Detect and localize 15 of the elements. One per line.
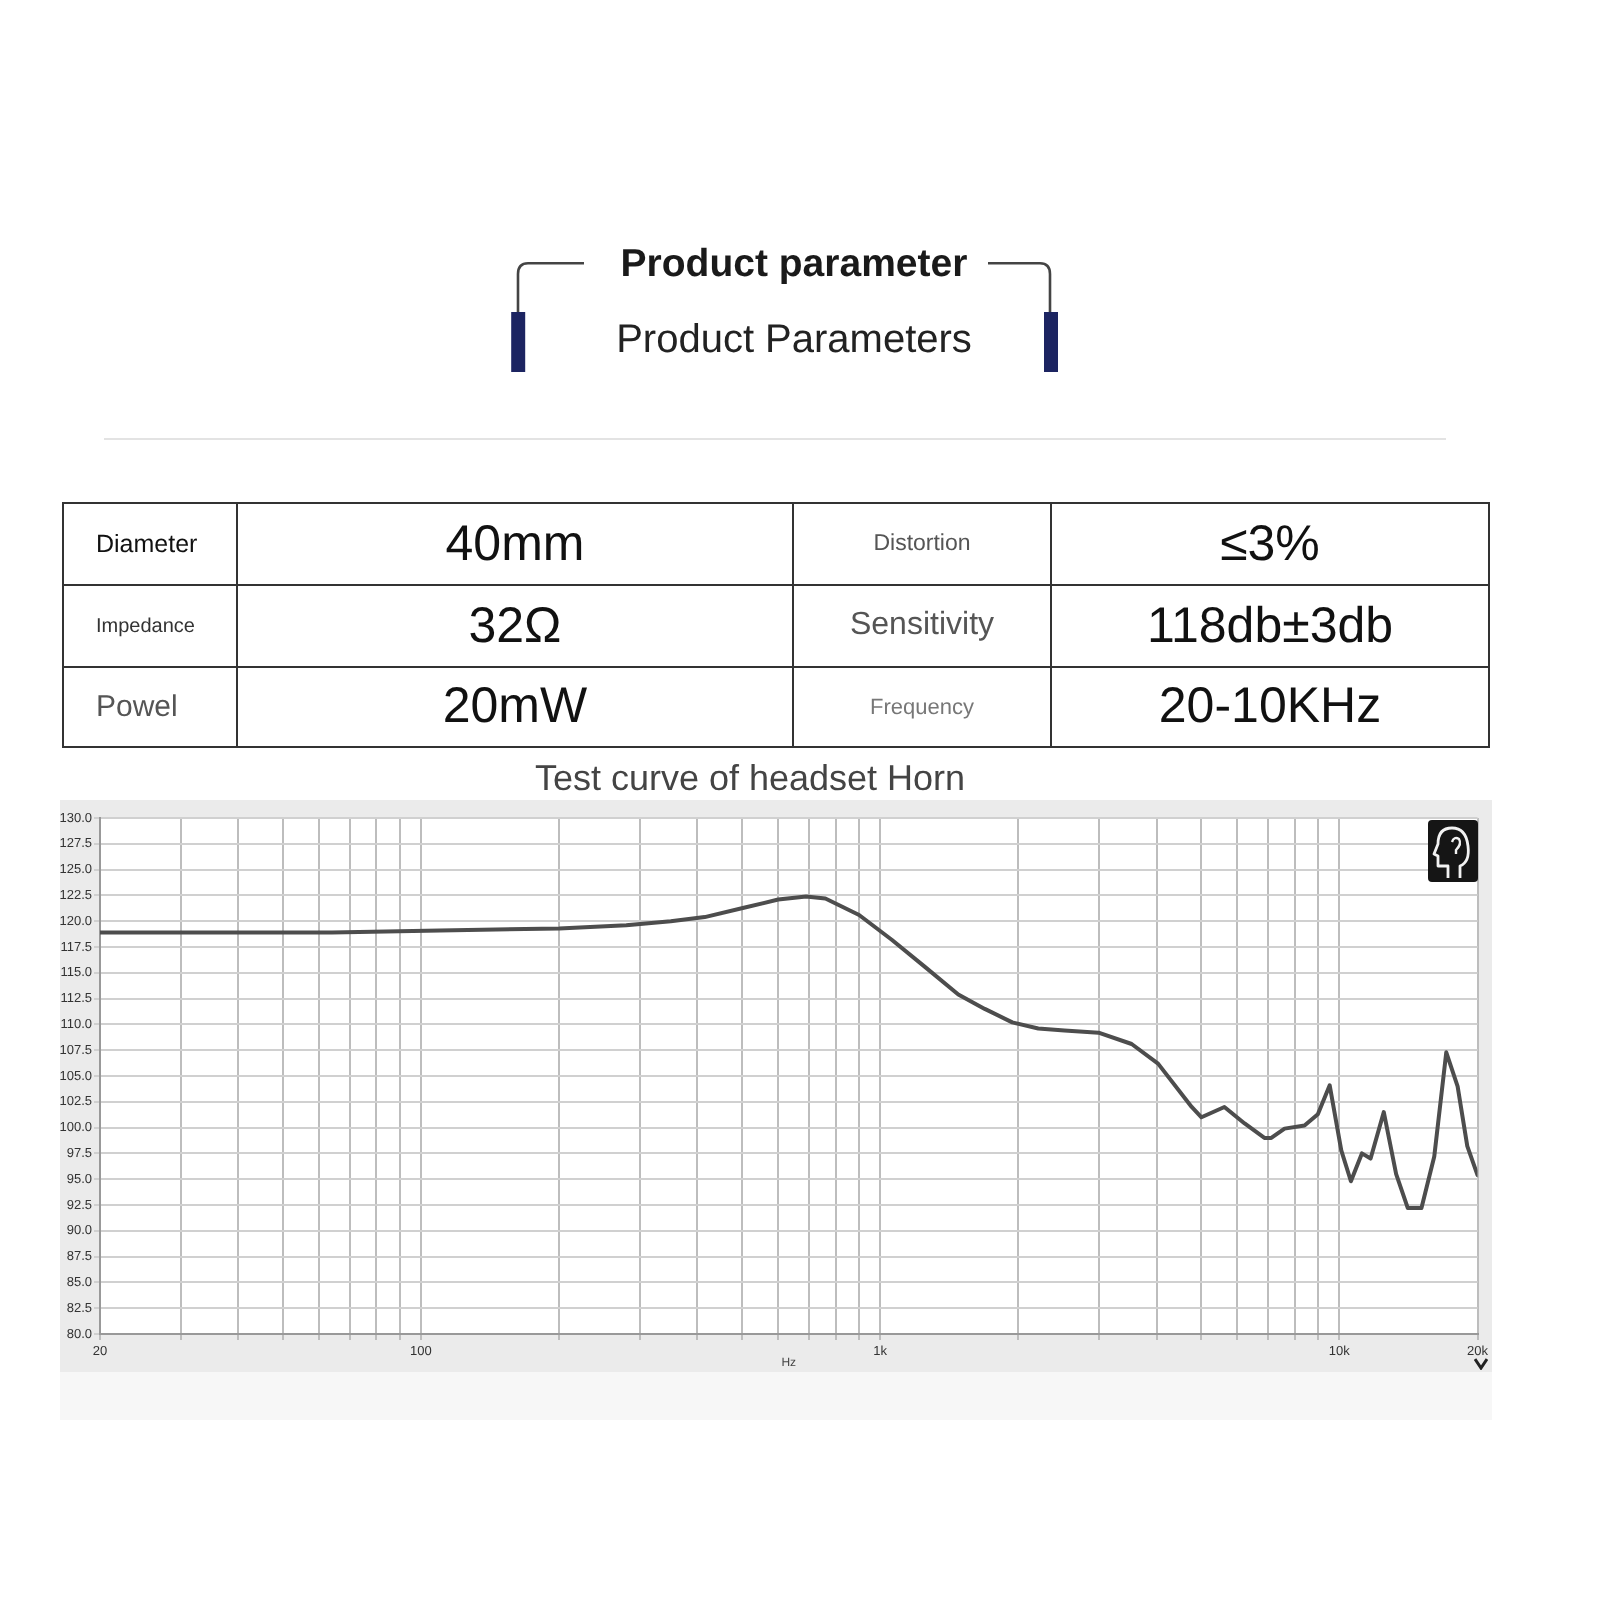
chart-title: Test curve of headset Horn [534,756,966,800]
text: 32Ω [468,597,562,653]
text: Diameter [96,530,198,558]
text: Frequency [870,695,974,719]
text: Distortion [873,532,971,556]
text: 20-10KHz [1158,678,1382,734]
text: 40mm [445,515,585,571]
text: Product Parameters [616,316,972,364]
text: 20mW [442,678,588,734]
text: 118db±3db [1146,597,1394,653]
text: ≤3% [1220,515,1320,571]
text: Sensitivity [849,608,995,642]
text: Impedance [96,615,195,637]
text: Product parameter [620,240,968,288]
text: Powel [96,690,178,724]
